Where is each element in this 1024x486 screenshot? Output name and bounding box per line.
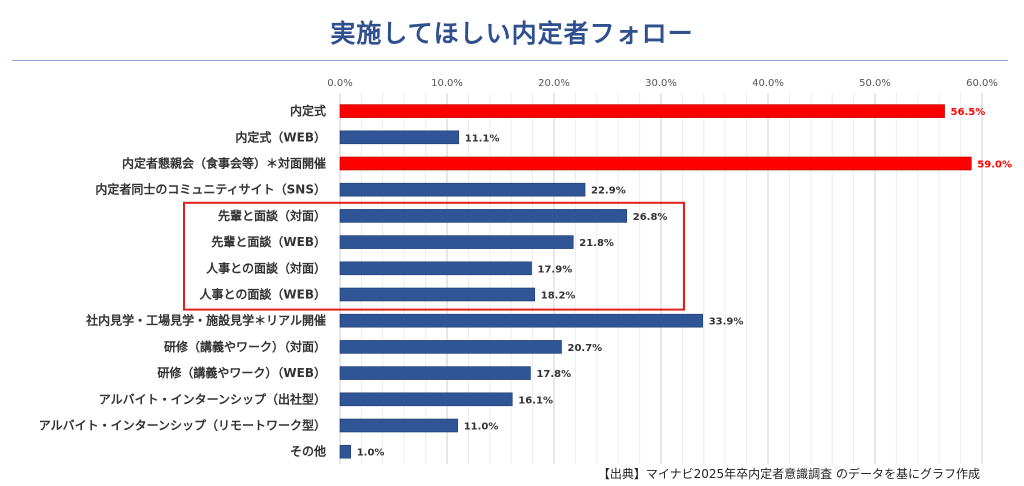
bar-highlight <box>339 156 972 171</box>
bar <box>339 313 704 328</box>
bar <box>339 340 562 354</box>
bar-highlight <box>339 104 945 118</box>
data-label: 21.8% <box>579 238 614 249</box>
category-label: アルバイト・インターンシップ（出社型） <box>99 391 326 406</box>
x-tick-label: 20.0% <box>538 78 570 89</box>
x-tick-label: 10.0% <box>431 78 463 89</box>
category-label: 先輩と面談（対面） <box>218 208 326 223</box>
data-label: 59.0% <box>977 160 1012 171</box>
category-label: 先輩と面談（WEB） <box>211 234 326 249</box>
x-tick-label: 60.0% <box>966 78 998 89</box>
category-label: 社内見学・工場見学・施設見学＊リアル開催 <box>85 313 326 328</box>
category-label: その他 <box>290 444 326 459</box>
highlight-frame <box>183 201 685 311</box>
category-label: 研修（講義やワーク）（対面） <box>164 339 326 354</box>
bar <box>339 287 536 302</box>
chart-title: 実施してほしい内定者フォロー <box>330 19 694 48</box>
data-label: 11.1% <box>465 133 500 144</box>
data-label: 1.0% <box>357 448 385 459</box>
category-label: 内定式 <box>290 103 326 118</box>
bar <box>339 261 532 276</box>
x-tick-label: 0.0% <box>327 78 352 89</box>
bar <box>339 209 628 223</box>
data-label: 18.2% <box>541 291 576 302</box>
data-label: 22.9% <box>591 186 626 197</box>
data-label: 17.9% <box>538 264 573 275</box>
category-label: 人事との面談（対面） <box>206 260 326 275</box>
data-label: 26.8% <box>633 212 668 223</box>
category-label: アルバイト・インターンシップ（リモートワーク型） <box>39 418 326 433</box>
bar <box>339 130 460 145</box>
data-label: 17.8% <box>536 369 571 380</box>
data-label: 11.0% <box>464 422 499 433</box>
data-label: 33.9% <box>709 317 744 328</box>
data-label: 56.5% <box>951 107 986 118</box>
bar <box>339 392 513 407</box>
category-label: 人事との面談（WEB） <box>200 287 326 302</box>
title-divider <box>12 60 1008 61</box>
bar <box>339 444 351 459</box>
bar <box>339 366 531 380</box>
category-label: 内定式（WEB） <box>235 129 326 144</box>
bar <box>339 418 458 433</box>
data-label: 20.7% <box>567 343 602 354</box>
bar <box>339 235 574 249</box>
x-tick-label: 40.0% <box>752 78 784 89</box>
data-label: 16.1% <box>518 395 553 406</box>
category-label: 研修（講義やワーク）（WEB） <box>157 365 326 380</box>
category-label: 内定者懇親会（食事会等）＊対面開催 <box>122 156 326 171</box>
bar <box>339 182 586 197</box>
source-note: 【出典】マイナビ2025年卒内定者意識調査 のデータを基にグラフ作成 <box>597 467 980 481</box>
x-tick-label: 30.0% <box>645 78 677 89</box>
category-label: 内定者同士のコミュニティサイト（SNS） <box>95 182 326 197</box>
x-tick-label: 50.0% <box>859 78 891 89</box>
